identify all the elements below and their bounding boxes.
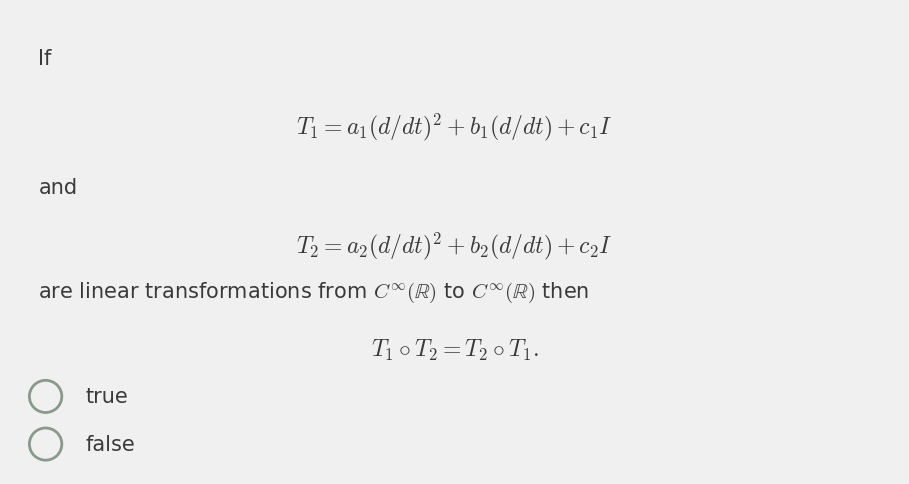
Text: true: true	[85, 387, 128, 407]
Text: false: false	[85, 434, 135, 454]
Text: $T_1 = a_1(d/dt)^2 + b_1(d/dt) + c_1 I$: $T_1 = a_1(d/dt)^2 + b_1(d/dt) + c_1 I$	[296, 111, 613, 142]
Text: and: and	[38, 178, 77, 198]
Text: are linear transformations from $C^{\infty}(\mathbb{R})$ to $C^{\infty}(\mathbb{: are linear transformations from $C^{\inf…	[38, 280, 590, 304]
Text: If: If	[38, 49, 52, 69]
Text: $T_1 \circ T_2 = T_2 \circ T_1.$: $T_1 \circ T_2 = T_2 \circ T_1.$	[371, 337, 538, 362]
Text: $T_2 = a_2(d/dt)^2 + b_2(d/dt) + c_2 I$: $T_2 = a_2(d/dt)^2 + b_2(d/dt) + c_2 I$	[296, 230, 613, 261]
